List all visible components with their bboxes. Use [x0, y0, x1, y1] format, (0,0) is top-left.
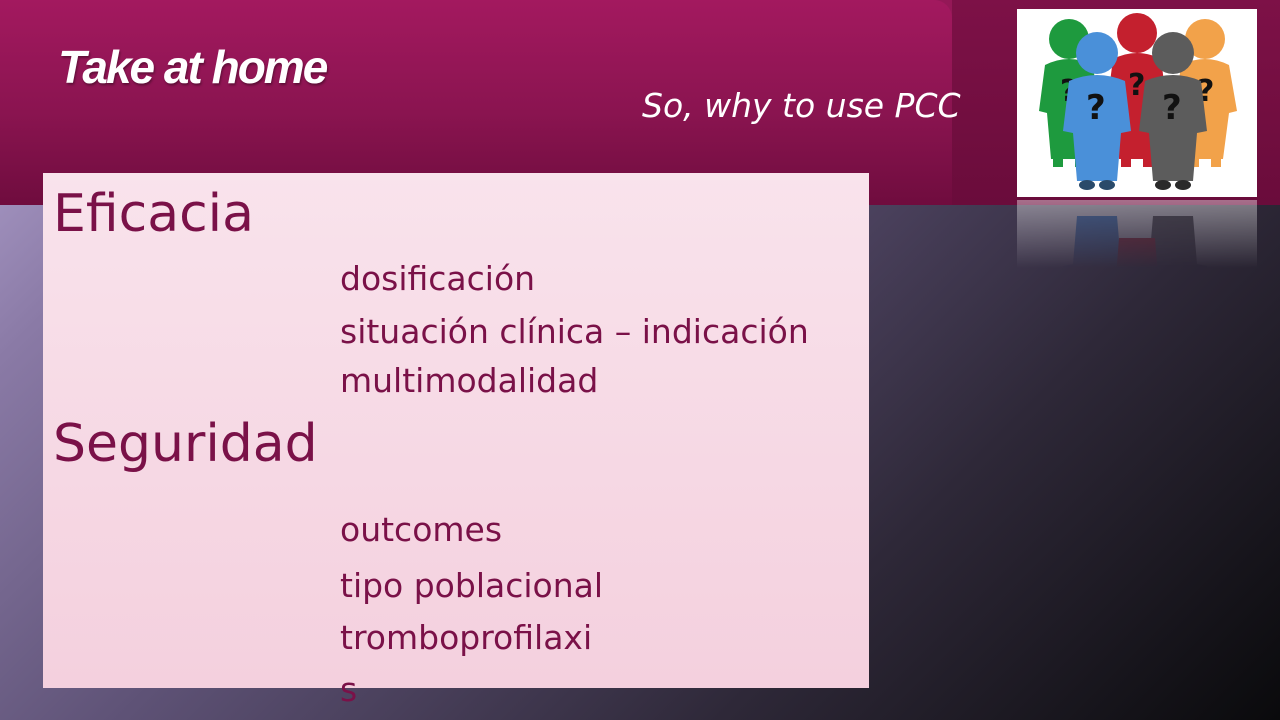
list-item: outcomes: [340, 510, 503, 549]
heading-eficacia: Eficacia: [53, 184, 254, 244]
list-item: situación clínica – indicación: [340, 312, 809, 351]
list-item: s: [340, 670, 358, 709]
svg-text:?: ?: [1128, 68, 1145, 103]
people-question-marks-icon: ? ? ? ? ?: [1017, 9, 1257, 197]
slide-subtitle: So, why to use PCC: [642, 86, 961, 125]
figure-blue: ?: [1063, 32, 1131, 190]
list-item: multimodalidad: [340, 361, 599, 400]
content-box: [43, 173, 869, 688]
heading-seguridad: Seguridad: [53, 414, 318, 474]
svg-text:?: ?: [1162, 88, 1182, 128]
list-item: tipo poblacional: [340, 566, 604, 605]
slide-title: Take at home: [58, 41, 328, 93]
illustration-reflection: [1017, 200, 1257, 268]
figure-gray: ?: [1139, 32, 1207, 190]
list-item: dosificación: [340, 259, 536, 298]
header-tab: [0, 0, 952, 205]
svg-text:?: ?: [1086, 88, 1106, 128]
list-item: tromboprofilaxi: [340, 618, 593, 657]
